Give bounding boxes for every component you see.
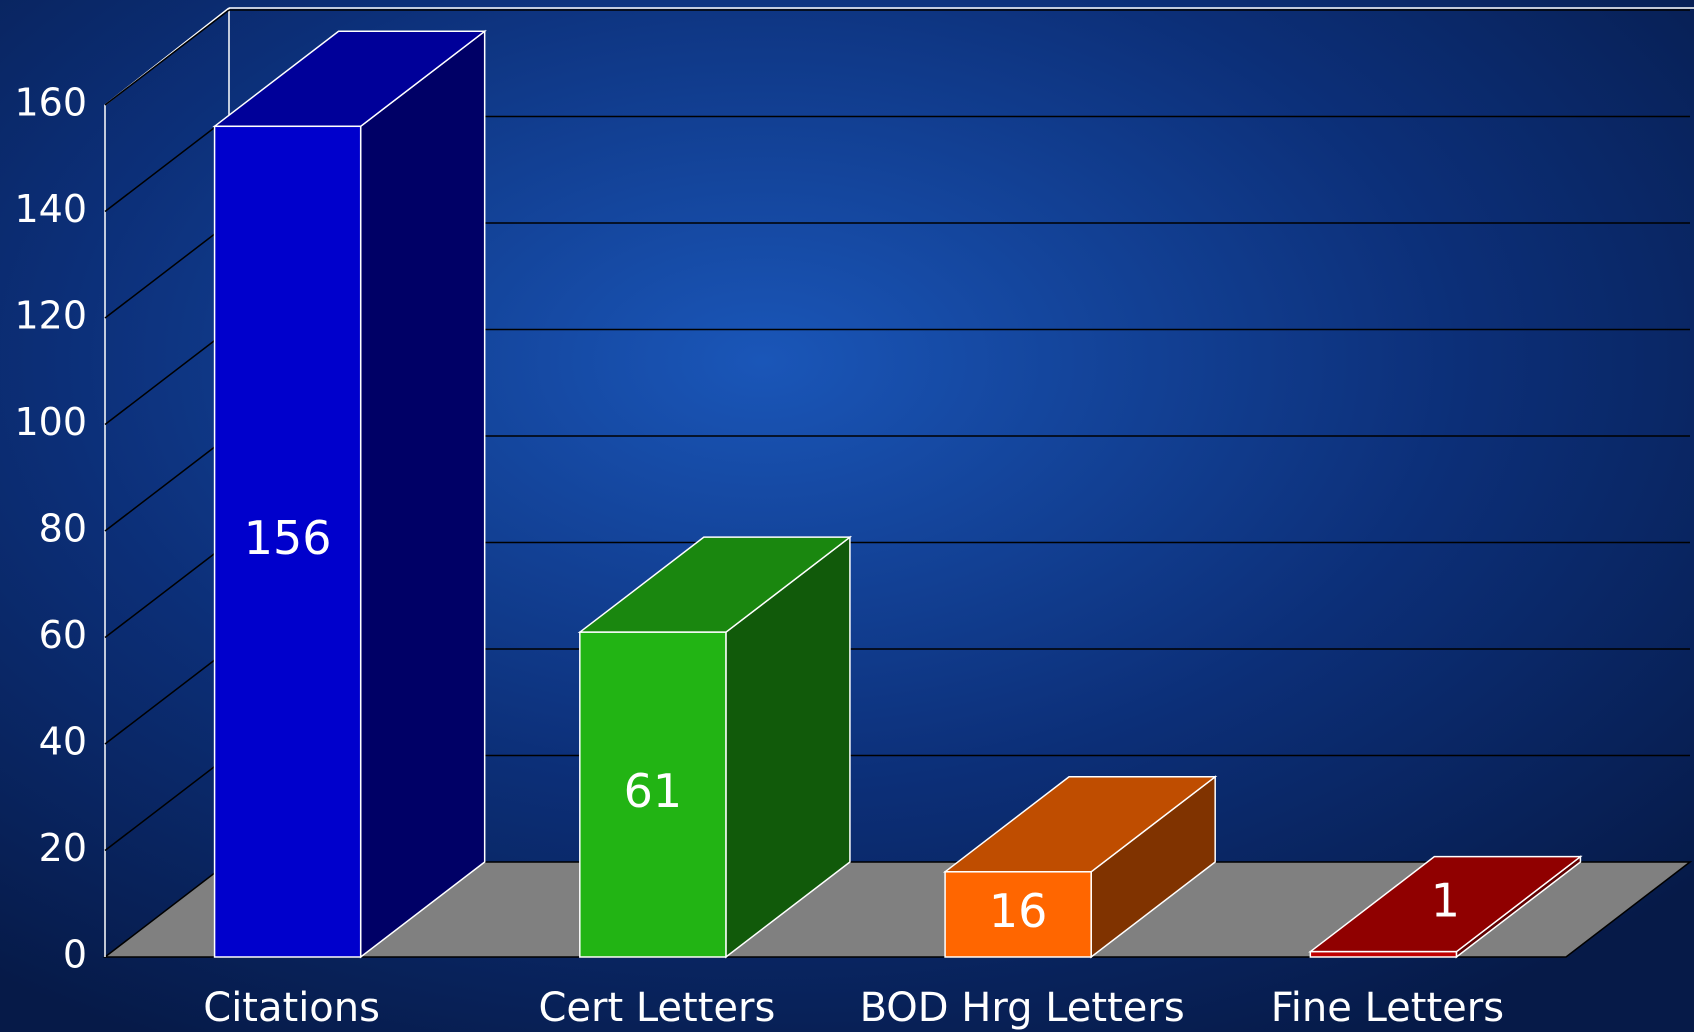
y-tick-label: 20 <box>39 826 87 870</box>
y-tick-label: 0 <box>63 933 87 977</box>
bar-side <box>359 29 486 959</box>
x-tick-label: Fine Letters <box>1271 985 1504 1031</box>
y-tick-label: 140 <box>14 187 87 231</box>
marks: Citations 156 Cert Letters 61 BOD Hrg Letter… <box>203 29 1583 1031</box>
bar <box>944 871 1092 958</box>
grid-line <box>104 222 230 319</box>
grid-line <box>104 115 230 213</box>
value-label: 16 <box>989 884 1048 938</box>
y-tick-label: 60 <box>39 613 87 657</box>
y-tick-label: 120 <box>14 294 87 338</box>
bar <box>1309 950 1458 958</box>
grid-line <box>104 328 230 426</box>
x-tick-label: Cert Letters <box>538 985 775 1031</box>
x-tick-label: BOD Hrg Letters <box>860 985 1185 1031</box>
bar <box>213 125 362 958</box>
grid-line <box>104 754 230 852</box>
value-label: 156 <box>244 511 332 565</box>
grid-line <box>104 648 230 745</box>
grid-line <box>104 9 230 106</box>
y-tick-label: 100 <box>14 400 87 444</box>
y-tick-label: 160 <box>14 81 87 125</box>
x-tick-label: Citations <box>203 985 380 1031</box>
grid-line <box>104 541 230 639</box>
y-tick-label: 80 <box>39 507 87 551</box>
value-label: 61 <box>624 764 683 818</box>
bar <box>579 631 727 958</box>
walls: 0 20 40 60 80 100 120 140 160 <box>14 7 1694 977</box>
y-tick-label: 40 <box>39 720 87 764</box>
value-label: 1 <box>1431 874 1460 928</box>
grid-line <box>104 435 230 532</box>
